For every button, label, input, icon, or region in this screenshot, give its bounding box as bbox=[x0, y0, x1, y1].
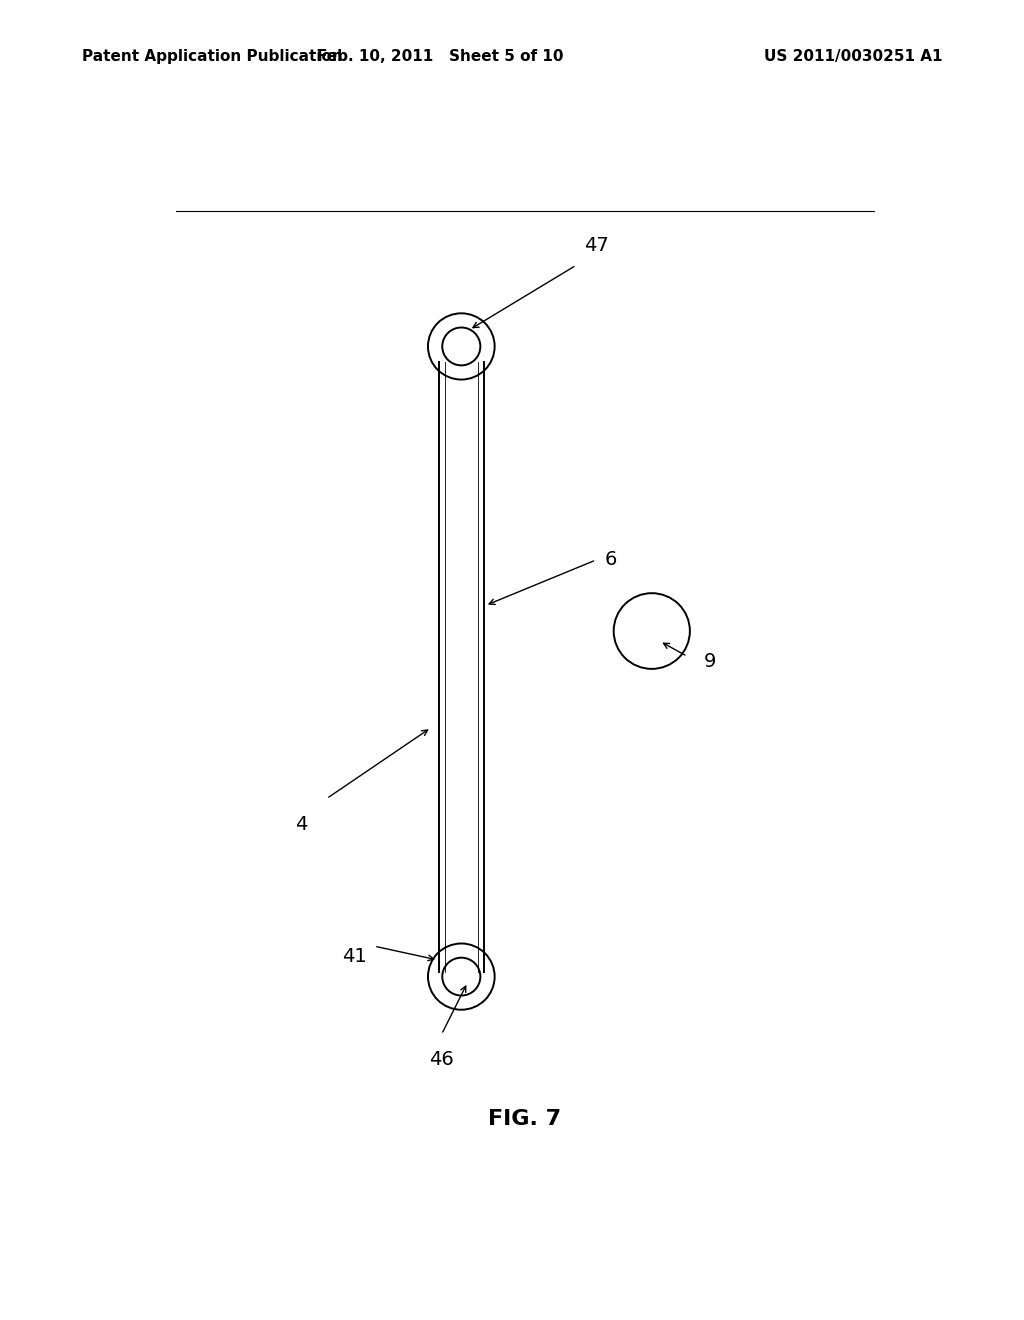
Text: 6: 6 bbox=[604, 550, 616, 569]
Text: US 2011/0030251 A1: US 2011/0030251 A1 bbox=[764, 49, 942, 63]
Text: 4: 4 bbox=[295, 814, 307, 834]
Text: 47: 47 bbox=[585, 236, 609, 255]
Text: 9: 9 bbox=[703, 652, 716, 671]
Text: 41: 41 bbox=[342, 946, 367, 966]
Text: FIG. 7: FIG. 7 bbox=[488, 1109, 561, 1129]
Text: 46: 46 bbox=[429, 1049, 454, 1069]
Text: Patent Application Publication: Patent Application Publication bbox=[82, 49, 343, 63]
Text: Feb. 10, 2011   Sheet 5 of 10: Feb. 10, 2011 Sheet 5 of 10 bbox=[317, 49, 563, 63]
